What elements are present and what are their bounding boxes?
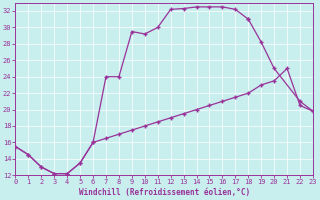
X-axis label: Windchill (Refroidissement éolien,°C): Windchill (Refroidissement éolien,°C) xyxy=(79,188,250,197)
